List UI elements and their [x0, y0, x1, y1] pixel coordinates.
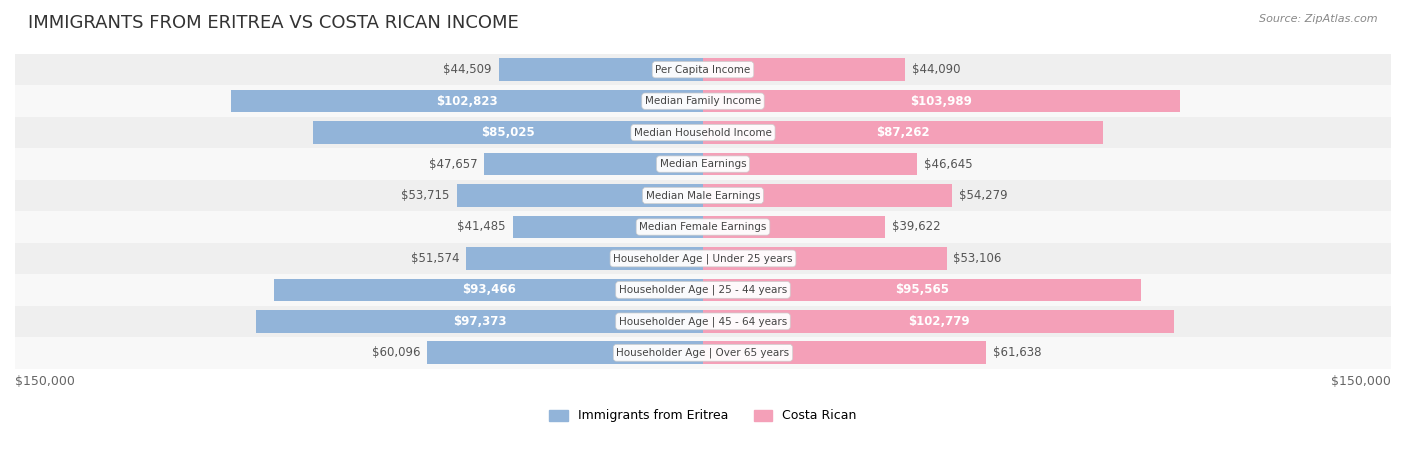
- Bar: [256, 310, 703, 333]
- Bar: [274, 279, 703, 301]
- Text: $44,509: $44,509: [443, 63, 492, 76]
- Bar: [703, 184, 952, 207]
- Bar: [15, 211, 1391, 243]
- Bar: [703, 216, 884, 238]
- Bar: [703, 153, 917, 176]
- Bar: [15, 337, 1391, 368]
- Bar: [485, 153, 703, 176]
- Text: Median Family Income: Median Family Income: [645, 96, 761, 106]
- Text: Householder Age | Under 25 years: Householder Age | Under 25 years: [613, 253, 793, 264]
- Bar: [427, 341, 703, 364]
- Text: Median Earnings: Median Earnings: [659, 159, 747, 169]
- Text: $85,025: $85,025: [481, 126, 534, 139]
- Text: $150,000: $150,000: [15, 375, 75, 389]
- Bar: [15, 149, 1391, 180]
- Bar: [467, 247, 703, 270]
- Text: $54,279: $54,279: [959, 189, 1008, 202]
- Text: Median Female Earnings: Median Female Earnings: [640, 222, 766, 232]
- Text: $61,638: $61,638: [993, 347, 1040, 359]
- Bar: [703, 247, 946, 270]
- Text: $51,574: $51,574: [411, 252, 460, 265]
- Bar: [703, 90, 1180, 113]
- Text: $53,106: $53,106: [953, 252, 1002, 265]
- Bar: [15, 305, 1391, 337]
- Bar: [15, 54, 1391, 85]
- Text: $60,096: $60,096: [373, 347, 420, 359]
- Text: Source: ZipAtlas.com: Source: ZipAtlas.com: [1260, 14, 1378, 24]
- Text: Householder Age | 25 - 44 years: Householder Age | 25 - 44 years: [619, 285, 787, 295]
- Legend: Immigrants from Eritrea, Costa Rican: Immigrants from Eritrea, Costa Rican: [544, 404, 862, 427]
- Bar: [314, 121, 703, 144]
- Bar: [703, 310, 1174, 333]
- Text: $87,262: $87,262: [876, 126, 929, 139]
- Bar: [703, 58, 905, 81]
- Text: $102,779: $102,779: [908, 315, 970, 328]
- Text: Median Male Earnings: Median Male Earnings: [645, 191, 761, 200]
- Text: $46,645: $46,645: [924, 157, 973, 170]
- Text: $44,090: $44,090: [912, 63, 960, 76]
- Bar: [499, 58, 703, 81]
- Bar: [15, 243, 1391, 274]
- Text: $150,000: $150,000: [1331, 375, 1391, 389]
- Text: $53,715: $53,715: [401, 189, 450, 202]
- Bar: [15, 274, 1391, 305]
- Text: Per Capita Income: Per Capita Income: [655, 65, 751, 75]
- Bar: [513, 216, 703, 238]
- Bar: [15, 85, 1391, 117]
- Bar: [15, 117, 1391, 149]
- Bar: [457, 184, 703, 207]
- Text: IMMIGRANTS FROM ERITREA VS COSTA RICAN INCOME: IMMIGRANTS FROM ERITREA VS COSTA RICAN I…: [28, 14, 519, 32]
- Text: $93,466: $93,466: [461, 283, 516, 297]
- Text: $103,989: $103,989: [911, 95, 973, 108]
- Text: Median Household Income: Median Household Income: [634, 127, 772, 138]
- Bar: [703, 279, 1142, 301]
- Text: $97,373: $97,373: [453, 315, 506, 328]
- Text: $102,823: $102,823: [436, 95, 498, 108]
- Text: $95,565: $95,565: [896, 283, 949, 297]
- Bar: [703, 341, 986, 364]
- Text: Householder Age | 45 - 64 years: Householder Age | 45 - 64 years: [619, 316, 787, 326]
- Text: $41,485: $41,485: [457, 220, 506, 234]
- Bar: [703, 121, 1104, 144]
- Bar: [232, 90, 703, 113]
- Bar: [15, 180, 1391, 211]
- Text: $47,657: $47,657: [429, 157, 478, 170]
- Text: $39,622: $39,622: [891, 220, 941, 234]
- Text: Householder Age | Over 65 years: Householder Age | Over 65 years: [616, 347, 790, 358]
